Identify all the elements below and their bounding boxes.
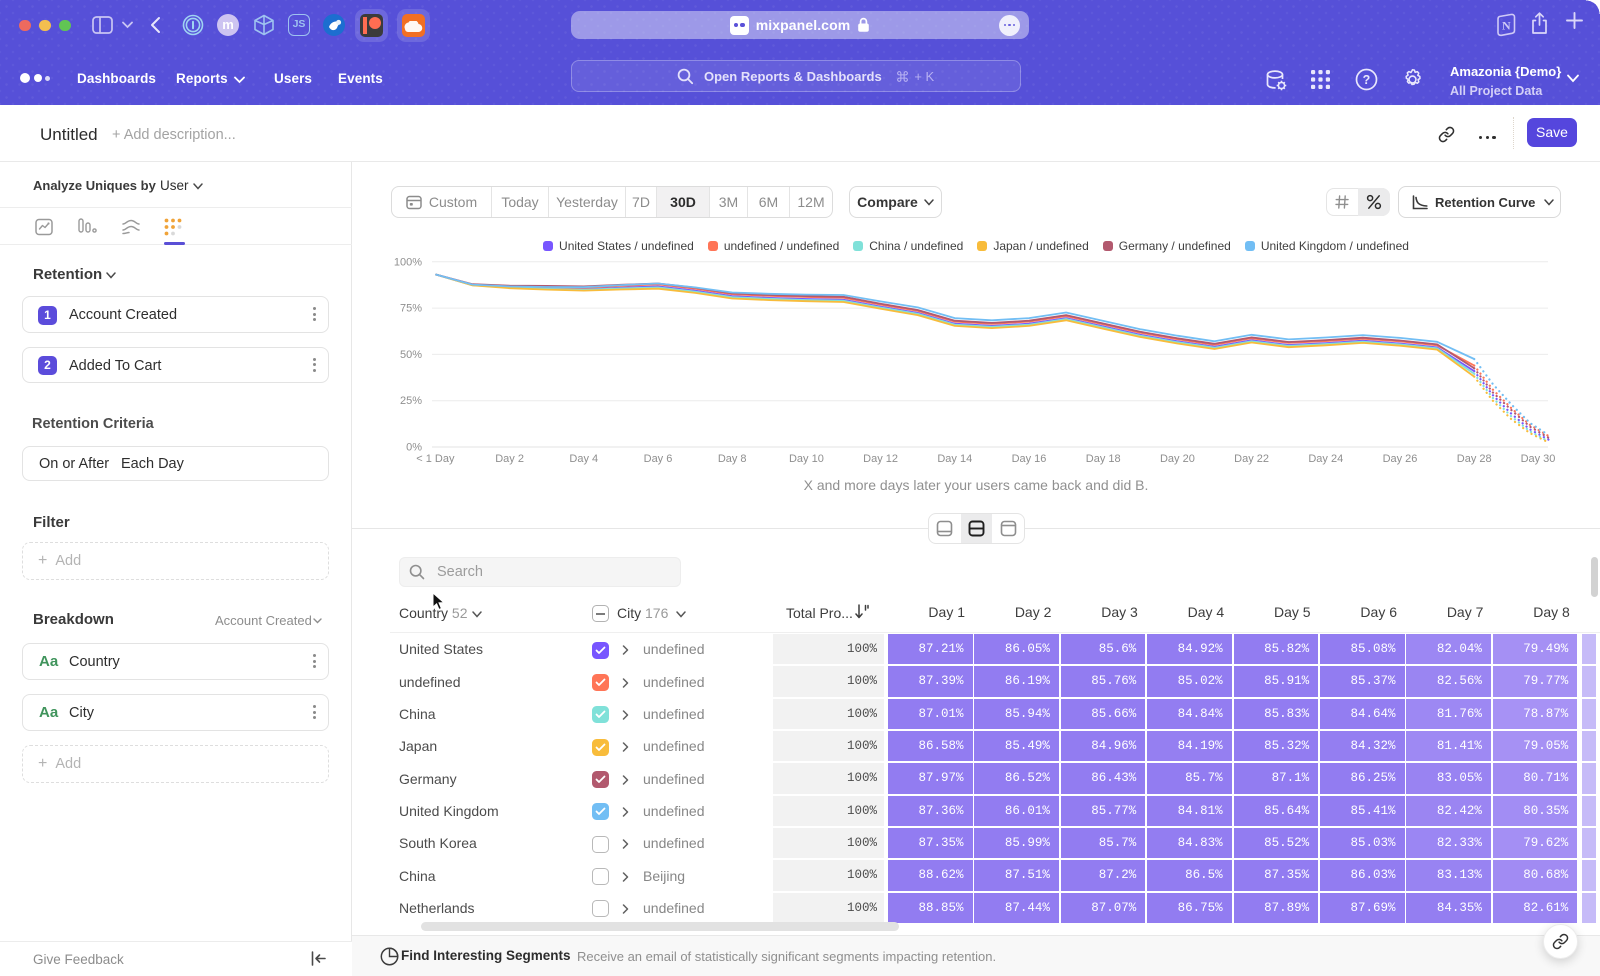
svg-text:Day 30: Day 30 bbox=[1521, 453, 1556, 465]
svg-text:N: N bbox=[1502, 19, 1511, 33]
svg-text:Day 8: Day 8 bbox=[718, 453, 747, 465]
svg-text:50%: 50% bbox=[400, 349, 422, 361]
svg-text:100%: 100% bbox=[394, 256, 422, 268]
svg-text:25%: 25% bbox=[400, 395, 422, 407]
svg-text:Day 14: Day 14 bbox=[937, 453, 972, 465]
svg-text:Day 16: Day 16 bbox=[1012, 453, 1047, 465]
svg-text:Day 4: Day 4 bbox=[569, 453, 598, 465]
svg-text:Day 12: Day 12 bbox=[863, 453, 898, 465]
svg-text:Day 10: Day 10 bbox=[789, 453, 824, 465]
svg-text:Day 18: Day 18 bbox=[1086, 453, 1121, 465]
svg-text:Day 26: Day 26 bbox=[1383, 453, 1418, 465]
svg-text:Day 22: Day 22 bbox=[1234, 453, 1269, 465]
svg-text:Day 2: Day 2 bbox=[495, 453, 524, 465]
svg-text:< 1 Day: < 1 Day bbox=[416, 453, 455, 465]
svg-text:Day 6: Day 6 bbox=[644, 453, 673, 465]
svg-text:Day 28: Day 28 bbox=[1457, 453, 1492, 465]
svg-text:Day 24: Day 24 bbox=[1308, 453, 1343, 465]
svg-text:0%: 0% bbox=[406, 442, 422, 454]
svg-text:?: ? bbox=[1363, 73, 1371, 87]
svg-text:Day 20: Day 20 bbox=[1160, 453, 1195, 465]
svg-text:75%: 75% bbox=[400, 303, 422, 315]
